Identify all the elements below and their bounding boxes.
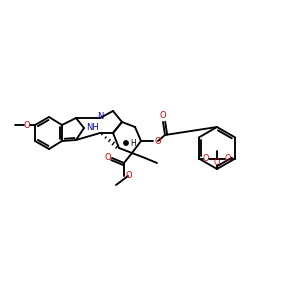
Circle shape bbox=[124, 141, 128, 145]
Text: O: O bbox=[214, 158, 220, 166]
Text: NH: NH bbox=[86, 124, 99, 133]
Text: H: H bbox=[130, 139, 136, 148]
Text: O: O bbox=[24, 121, 30, 130]
Text: O: O bbox=[202, 154, 209, 163]
Text: O: O bbox=[225, 154, 231, 163]
Text: N: N bbox=[97, 112, 103, 121]
Text: O: O bbox=[125, 172, 132, 181]
Text: O: O bbox=[154, 136, 161, 146]
Text: O: O bbox=[160, 111, 166, 120]
Text: O: O bbox=[104, 154, 111, 163]
